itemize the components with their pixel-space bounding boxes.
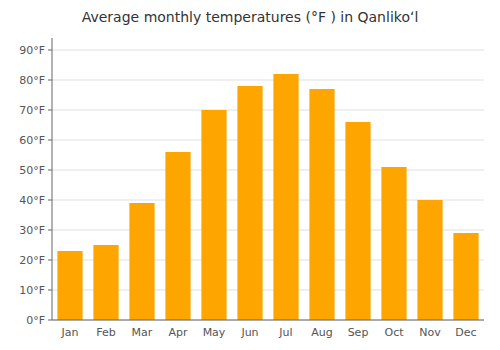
x-tick-label: Mar: [132, 326, 153, 339]
y-tick: [48, 50, 52, 51]
grid-line: [52, 80, 484, 81]
bars: [57, 74, 478, 320]
x-axis-line: [52, 320, 484, 321]
x-tick-label: Jan: [61, 326, 79, 339]
x-tick-label: Oct: [384, 326, 404, 339]
bar: [381, 167, 406, 320]
y-tick: [48, 140, 52, 141]
y-tick: [48, 80, 52, 81]
x-tick-label: Feb: [96, 326, 115, 339]
bar: [453, 233, 478, 320]
bar: [201, 110, 226, 320]
x-tick-label: Nov: [419, 326, 441, 339]
x-tick-label: May: [203, 326, 226, 339]
chart: Average monthly temperatures (°F ) in Qa…: [0, 0, 500, 350]
y-tick: [48, 200, 52, 201]
y-tick: [48, 110, 52, 111]
x-tick-label: Jun: [240, 326, 258, 339]
y-tick-label: 20°F: [19, 254, 45, 267]
y-tick-label: 80°F: [19, 74, 45, 87]
bar: [417, 200, 442, 320]
bar: [237, 86, 262, 320]
bar: [165, 152, 190, 320]
bar: [57, 251, 82, 320]
x-tick-label: Sep: [348, 326, 369, 339]
y-tick-label: 10°F: [19, 284, 45, 297]
title: Average monthly temperatures (°F ) in Qa…: [82, 9, 419, 25]
grid-line: [52, 50, 484, 51]
y-tick: [48, 320, 52, 321]
y-tick-label: 30°F: [19, 224, 45, 237]
bar: [129, 203, 154, 320]
y-tick-label: 70°F: [19, 104, 45, 117]
x-axis: Jan Feb Mar Apr May Jun Jul Aug Sep Oct Nov Dec: [61, 326, 477, 339]
y-tick-label: 50°F: [19, 164, 45, 177]
y-tick-label: 40°F: [19, 194, 45, 207]
x-tick-label: Apr: [168, 326, 188, 339]
y-tick-label: 60°F: [19, 134, 45, 147]
grid: [52, 50, 484, 320]
grid-line: [52, 320, 484, 321]
y-axis-line: [52, 38, 53, 320]
x-tick-label: Jul: [278, 326, 292, 339]
bar: [273, 74, 298, 320]
bar: [93, 245, 118, 320]
x-tick-label: Dec: [455, 326, 476, 339]
bar: [345, 122, 370, 320]
grid-line: [52, 140, 484, 141]
y-tick-label: 90°F: [19, 44, 45, 57]
y-axis: 0°F 10°F 20°F 30°F 40°F 50°F 60°F 70°F 80°F 90°F: [19, 44, 52, 327]
grid-line: [52, 110, 484, 111]
y-tick: [48, 230, 52, 231]
grid-line: [52, 170, 484, 171]
y-tick: [48, 260, 52, 261]
y-tick-label: 0°F: [26, 314, 45, 327]
y-tick: [48, 290, 52, 291]
chart-container: Average monthly temperatures (°F ) in Qa…: [0, 0, 500, 350]
bar: [309, 89, 334, 320]
x-tick-label: Aug: [311, 326, 332, 339]
y-tick: [48, 170, 52, 171]
